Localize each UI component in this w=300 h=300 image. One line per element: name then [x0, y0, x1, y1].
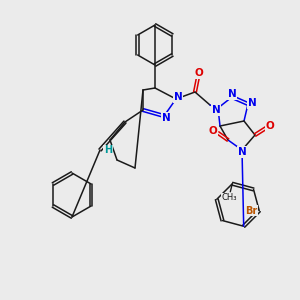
Text: N: N — [162, 113, 170, 123]
Text: N: N — [248, 98, 256, 108]
Text: N: N — [228, 89, 236, 99]
Text: N: N — [238, 147, 246, 157]
Text: O: O — [195, 68, 203, 78]
Text: H: H — [104, 145, 112, 155]
Text: N: N — [212, 105, 220, 115]
Text: Br: Br — [245, 206, 257, 216]
Text: O: O — [266, 121, 274, 131]
Text: O: O — [208, 126, 217, 136]
Text: CH₃: CH₃ — [222, 193, 237, 202]
Text: N: N — [174, 92, 182, 102]
